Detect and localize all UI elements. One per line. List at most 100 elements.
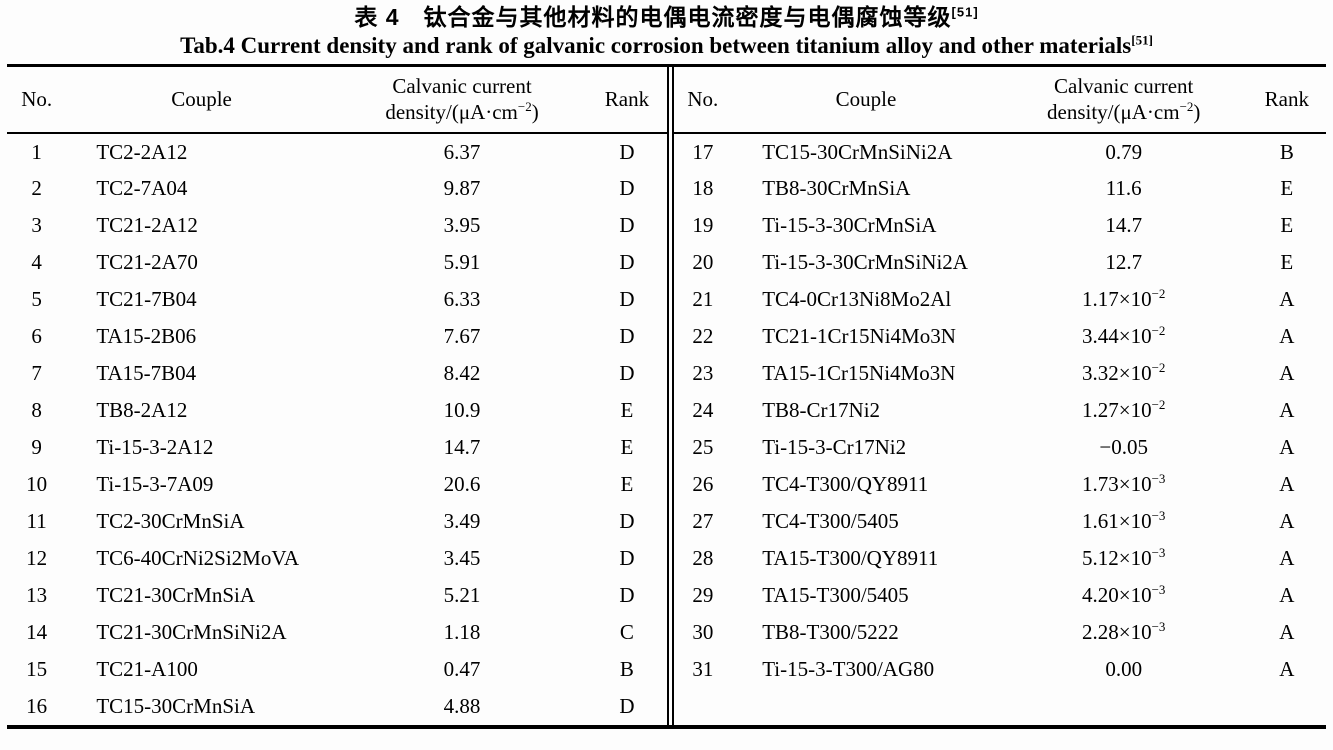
row-couple: Ti-15-3-30CrMnSiNi2A xyxy=(762,250,968,274)
row-rank: A xyxy=(1279,583,1295,607)
table-row: 19 Ti-15-3-30CrMnSiA 14.7 E xyxy=(674,207,1327,244)
row-density-value: 0.79 xyxy=(1105,139,1143,164)
row-density: 5.21 xyxy=(337,577,588,614)
row-density: 7.67 xyxy=(337,318,588,355)
table-row: 10 Ti-15-3-7A09 20.6 E xyxy=(7,466,667,503)
table-row: 31 Ti-15-3-T300/AG80 0.00 A xyxy=(674,651,1327,688)
row-density-value: 1.61×10 xyxy=(1081,509,1152,533)
header-no: No. xyxy=(673,67,733,134)
table-row: 17 TC15-30CrMnSiNi2A 0.79 B xyxy=(674,133,1327,170)
table-title-chinese-text: 表 4 钛合金与其他材料的电偶电流密度与电偶腐蚀等级 xyxy=(354,4,952,30)
row-rank: A xyxy=(1279,620,1295,644)
row-no: 24 xyxy=(692,398,714,422)
table-right-body: 17 TC15-30CrMnSiNi2A 0.79 B 18 TB8-30CrM… xyxy=(674,133,1327,688)
row-density: 9.87 xyxy=(337,170,588,207)
row-density-value: 4.20×10 xyxy=(1081,583,1152,607)
row-couple: Ti-15-3-Cr17Ni2 xyxy=(762,435,907,459)
citation-ref-english: [51] xyxy=(1131,32,1153,48)
row-rank: A xyxy=(1279,472,1295,496)
row-density: 12.7 xyxy=(1000,244,1248,281)
row-rank: D xyxy=(619,361,635,385)
table-row: 6 TA15-2B06 7.67 D xyxy=(7,318,667,355)
row-no: 5 xyxy=(31,287,42,311)
row-couple: TA15-2B06 xyxy=(96,324,197,348)
galvanic-corrosion-table: No. Couple Calvanic current density/(μA·… xyxy=(7,64,1326,729)
table-title-english-text: Tab.4 Current density and rank of galvan… xyxy=(180,33,1132,58)
row-density: −0.05 xyxy=(1000,429,1248,466)
header-density-exponent: −2 xyxy=(1179,98,1194,114)
row-no: 31 xyxy=(692,657,714,681)
row-density: 3.45 xyxy=(337,540,588,577)
table-row: 7 TA15-7B04 8.42 D xyxy=(7,355,667,392)
row-couple: TC2-30CrMnSiA xyxy=(96,509,245,533)
header-density: Calvanic current density/(μA·cm−2) xyxy=(336,67,588,134)
row-no: 13 xyxy=(26,583,48,607)
header-rank: Rank xyxy=(587,67,667,134)
row-no: 26 xyxy=(692,472,714,496)
row-density-value: 12.7 xyxy=(1105,250,1143,274)
row-couple: TC21-A100 xyxy=(96,657,198,681)
row-density-value: 1.27×10 xyxy=(1081,398,1152,422)
row-no: 19 xyxy=(692,213,714,237)
row-no: 18 xyxy=(692,176,714,200)
row-no: 14 xyxy=(26,620,48,644)
row-rank: D xyxy=(619,694,635,718)
row-no: 28 xyxy=(692,546,714,570)
row-density-value: 8.42 xyxy=(443,361,481,385)
row-no: 7 xyxy=(31,361,42,385)
row-rank: D xyxy=(619,176,635,200)
row-density: 3.32×10−2 xyxy=(1000,355,1248,392)
row-density: 14.7 xyxy=(1000,207,1248,244)
table-row: 23 TA15-1Cr15Ni4Mo3N 3.32×10−2 A xyxy=(674,355,1327,392)
row-density-exponent: −2 xyxy=(1151,360,1166,375)
row-density-value: 14.7 xyxy=(1105,213,1143,237)
row-density: 4.20×10−3 xyxy=(1000,577,1248,614)
table-row: 20 Ti-15-3-30CrMnSiNi2A 12.7 E xyxy=(674,244,1327,281)
row-density: 1.17×10−2 xyxy=(1000,281,1248,318)
row-density-exponent: −2 xyxy=(1151,323,1166,338)
row-couple: TC21-1Cr15Ni4Mo3N xyxy=(762,324,956,348)
row-rank: D xyxy=(619,139,635,164)
row-couple: TC21-2A70 xyxy=(96,250,198,274)
row-couple: TA15-T300/5405 xyxy=(762,583,909,607)
row-density-value: 9.87 xyxy=(443,176,481,200)
row-couple: TC21-7B04 xyxy=(96,287,197,311)
row-no: 6 xyxy=(31,324,42,348)
row-rank: A xyxy=(1279,657,1295,681)
row-no: 3 xyxy=(31,213,42,237)
row-couple: TA15-1Cr15Ni4Mo3N xyxy=(762,361,956,385)
row-couple: TC4-0Cr13Ni8Mo2Al xyxy=(762,287,952,311)
row-couple: TB8-2A12 xyxy=(96,398,188,422)
row-density-exponent: −2 xyxy=(1151,286,1166,301)
row-couple: TC4-T300/QY8911 xyxy=(762,472,929,496)
header-no: No. xyxy=(7,67,67,134)
row-rank: D xyxy=(619,546,635,570)
table-left-body: 1 TC2-2A12 6.37 D 2 TC2-7A04 9.87 D 3 TC… xyxy=(7,133,667,725)
table-right-panel: No. Couple Calvanic current density/(μA·… xyxy=(666,67,1327,725)
row-no: 10 xyxy=(26,472,48,496)
row-rank: C xyxy=(619,620,634,644)
row-couple: TB8-T300/5222 xyxy=(762,620,899,644)
table-left-header: No. Couple Calvanic current density/(μA·… xyxy=(7,67,667,134)
table-left-panel: No. Couple Calvanic current density/(μA·… xyxy=(7,67,667,725)
table-row: 24 TB8-Cr17Ni2 1.27×10−2 A xyxy=(674,392,1327,429)
header-rank: Rank xyxy=(1247,67,1326,134)
row-rank: D xyxy=(619,213,635,237)
row-density: 0.79 xyxy=(1000,133,1248,170)
row-density-value: 14.7 xyxy=(443,435,481,459)
row-density-value: 3.95 xyxy=(443,213,481,237)
row-density-exponent: −2 xyxy=(1151,397,1166,412)
row-no: 25 xyxy=(692,435,714,459)
header-couple: Couple xyxy=(732,67,1000,134)
row-density: 3.49 xyxy=(337,503,588,540)
row-no: 29 xyxy=(692,583,714,607)
row-couple: TC4-T300/5405 xyxy=(762,509,899,533)
row-rank: B xyxy=(1279,139,1294,164)
row-couple: TA15-T300/QY8911 xyxy=(762,546,939,570)
row-density-value: 5.21 xyxy=(443,583,481,607)
header-density-line2: density/(μA·cm xyxy=(385,99,518,124)
row-density: 14.7 xyxy=(337,429,588,466)
row-no: 23 xyxy=(692,361,714,385)
row-couple: TC21-30CrMnSiNi2A xyxy=(96,620,287,644)
row-density-value: 5.91 xyxy=(443,250,481,274)
